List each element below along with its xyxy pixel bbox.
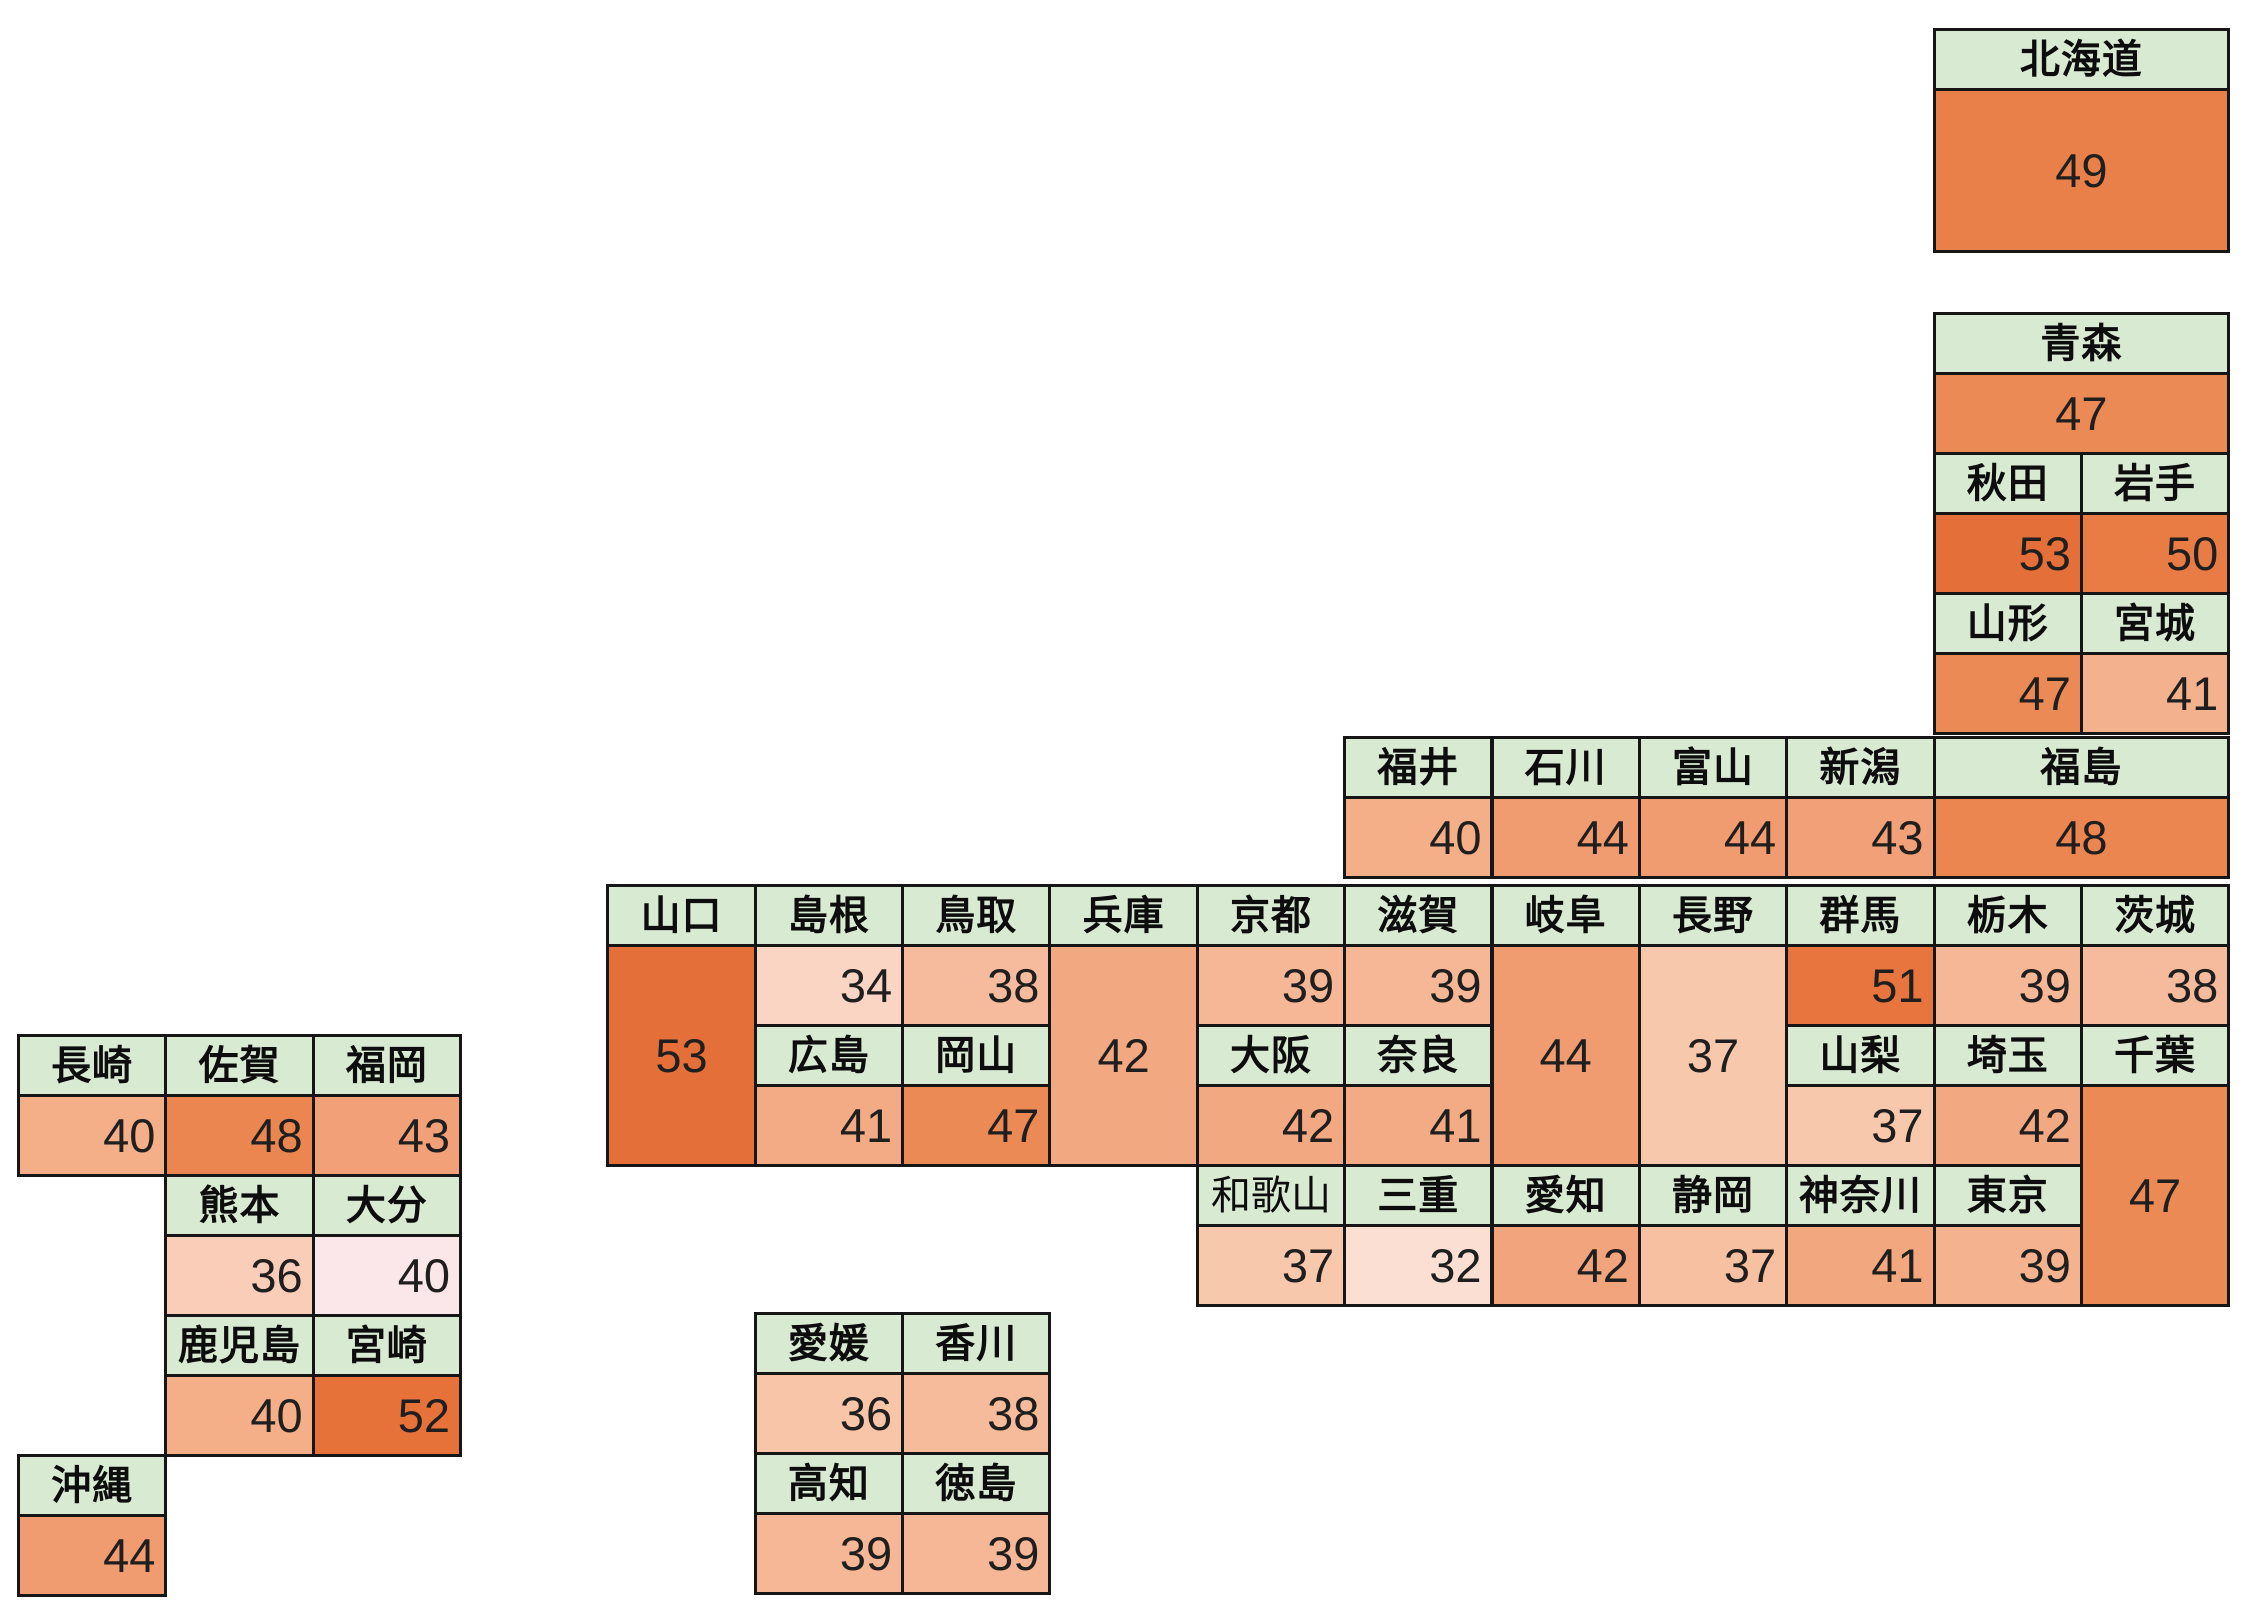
prefecture-name-tokyo: 東京 <box>1932 1164 2083 1227</box>
prefecture-name-shimane: 島根 <box>753 884 905 947</box>
prefecture-value-nara: 41 <box>1343 1084 1494 1167</box>
prefecture-name-nagasaki: 長崎 <box>17 1034 168 1097</box>
prefecture-name-kochi: 高知 <box>753 1452 905 1515</box>
prefecture-value-kochi: 39 <box>753 1512 905 1595</box>
prefecture-value-iwate: 50 <box>2079 512 2231 595</box>
prefecture-name-ishikawa: 石川 <box>1490 736 1641 799</box>
prefecture-name-akita: 秋田 <box>1932 452 2083 515</box>
prefecture-value-okinawa: 44 <box>17 1514 168 1597</box>
prefecture-value-ibaraki: 38 <box>2079 944 2231 1027</box>
prefecture-name-kanagawa: 神奈川 <box>1785 1164 1936 1227</box>
prefecture-value-fukui: 40 <box>1343 796 1494 879</box>
prefecture-value-gifu: 44 <box>1490 944 1641 1167</box>
prefecture-name-nara: 奈良 <box>1343 1024 1494 1087</box>
prefecture-value-mie: 32 <box>1343 1224 1494 1307</box>
prefecture-name-kyoto: 京都 <box>1195 884 1347 947</box>
prefecture-value-kagawa: 38 <box>901 1372 1052 1455</box>
prefecture-value-fukushima: 48 <box>1932 796 2231 879</box>
prefecture-value-saitama: 42 <box>1932 1084 2083 1167</box>
prefecture-name-osaka: 大阪 <box>1195 1024 1347 1087</box>
prefecture-name-fukushima: 福島 <box>1932 736 2231 799</box>
prefecture-name-wakayama: 和歌山 <box>1195 1164 1347 1227</box>
prefecture-name-aichi: 愛知 <box>1490 1164 1641 1227</box>
prefecture-name-oita: 大分 <box>311 1174 463 1237</box>
prefecture-value-nagasaki: 40 <box>17 1094 168 1177</box>
prefecture-name-toyama: 富山 <box>1637 736 1789 799</box>
prefecture-name-hiroshima: 広島 <box>753 1024 905 1087</box>
prefecture-name-yamanashi: 山梨 <box>1785 1024 1936 1087</box>
prefecture-name-shiga: 滋賀 <box>1343 884 1494 947</box>
prefecture-name-chiba: 千葉 <box>2079 1024 2231 1087</box>
prefecture-value-kanagawa: 41 <box>1785 1224 1936 1307</box>
prefecture-value-aichi: 42 <box>1490 1224 1641 1307</box>
prefecture-name-niigata: 新潟 <box>1785 736 1936 799</box>
prefecture-name-fukui: 福井 <box>1343 736 1494 799</box>
prefecture-name-okayama: 岡山 <box>901 1024 1052 1087</box>
prefecture-value-chiba: 47 <box>2079 1084 2231 1307</box>
prefecture-value-yamanashi: 37 <box>1785 1084 1936 1167</box>
prefecture-name-yamaguchi: 山口 <box>606 884 757 947</box>
prefecture-value-nagano: 37 <box>1637 944 1789 1167</box>
prefecture-value-gunma: 51 <box>1785 944 1936 1027</box>
prefecture-name-iwate: 岩手 <box>2079 452 2231 515</box>
prefecture-name-saitama: 埼玉 <box>1932 1024 2083 1087</box>
prefecture-value-miyazaki: 52 <box>311 1374 463 1457</box>
prefecture-name-gifu: 岐阜 <box>1490 884 1641 947</box>
prefecture-value-saga: 48 <box>164 1094 315 1177</box>
prefecture-name-shizuoka: 静岡 <box>1637 1164 1789 1227</box>
prefecture-name-miyazaki: 宮崎 <box>311 1314 463 1377</box>
prefecture-value-aomori: 47 <box>1932 372 2231 455</box>
prefecture-value-kagoshima: 40 <box>164 1374 315 1457</box>
prefecture-name-ibaraki: 茨城 <box>2079 884 2231 947</box>
prefecture-name-hyogo: 兵庫 <box>1048 884 1199 947</box>
prefecture-name-aomori: 青森 <box>1932 312 2231 375</box>
prefecture-value-niigata: 43 <box>1785 796 1936 879</box>
prefecture-value-akita: 53 <box>1932 512 2083 595</box>
prefecture-name-ehime: 愛媛 <box>753 1312 905 1375</box>
prefecture-name-yamagata: 山形 <box>1932 592 2083 655</box>
prefecture-name-tokushima: 徳島 <box>901 1452 1052 1515</box>
prefecture-value-wakayama: 37 <box>1195 1224 1347 1307</box>
prefecture-value-fukuoka: 43 <box>311 1094 463 1177</box>
prefecture-name-tochigi: 栃木 <box>1932 884 2083 947</box>
prefecture-value-ehime: 36 <box>753 1372 905 1455</box>
prefecture-name-kumamoto: 熊本 <box>164 1174 315 1237</box>
prefecture-value-okayama: 47 <box>901 1084 1052 1167</box>
prefecture-name-gunma: 群馬 <box>1785 884 1936 947</box>
prefecture-value-osaka: 42 <box>1195 1084 1347 1167</box>
prefecture-name-tottori: 鳥取 <box>901 884 1052 947</box>
prefecture-value-miyagi: 41 <box>2079 652 2231 735</box>
prefecture-name-fukuoka: 福岡 <box>311 1034 463 1097</box>
prefecture-value-tottori: 38 <box>901 944 1052 1027</box>
prefecture-value-shizuoka: 37 <box>1637 1224 1789 1307</box>
prefecture-value-shimane: 34 <box>753 944 905 1027</box>
prefecture-value-yamagata: 47 <box>1932 652 2083 735</box>
prefecture-value-tokushima: 39 <box>901 1512 1052 1595</box>
prefecture-value-toyama: 44 <box>1637 796 1789 879</box>
prefecture-name-okinawa: 沖縄 <box>17 1454 168 1517</box>
prefecture-value-oita: 40 <box>311 1234 463 1317</box>
prefecture-value-ishikawa: 44 <box>1490 796 1641 879</box>
prefecture-value-hyogo: 42 <box>1048 944 1199 1167</box>
prefecture-value-shiga: 39 <box>1343 944 1494 1027</box>
prefecture-name-mie: 三重 <box>1343 1164 1494 1227</box>
prefecture-name-hokkaido: 北海道 <box>1932 28 2231 91</box>
prefecture-value-kyoto: 39 <box>1195 944 1347 1027</box>
prefecture-name-saga: 佐賀 <box>164 1034 315 1097</box>
prefecture-value-tochigi: 39 <box>1932 944 2083 1027</box>
prefecture-value-hiroshima: 41 <box>753 1084 905 1167</box>
prefecture-name-kagoshima: 鹿児島 <box>164 1314 315 1377</box>
prefecture-value-kumamoto: 36 <box>164 1234 315 1317</box>
prefecture-name-miyagi: 宮城 <box>2079 592 2231 655</box>
prefecture-value-hokkaido: 49 <box>1932 88 2231 253</box>
prefecture-name-kagawa: 香川 <box>901 1312 1052 1375</box>
prefecture-value-tokyo: 39 <box>1932 1224 2083 1307</box>
prefecture-value-yamaguchi: 53 <box>606 944 757 1167</box>
prefecture-name-nagano: 長野 <box>1637 884 1789 947</box>
